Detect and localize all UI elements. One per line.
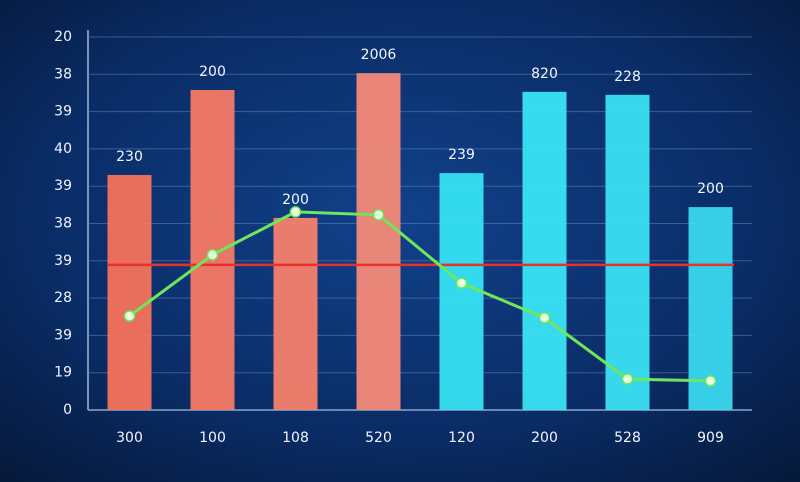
x-tick-label: 528 — [614, 430, 641, 446]
bar-annotation: 228 — [614, 69, 641, 85]
trend-point — [621, 373, 634, 385]
bar — [107, 175, 152, 410]
bar — [356, 73, 401, 410]
trend-point — [289, 206, 302, 218]
x-tick-label: 200 — [531, 430, 558, 446]
x-tick-label: 520 — [365, 430, 392, 446]
bar-annotation: 2006 — [361, 47, 397, 63]
bar-annotation: 820 — [531, 66, 558, 82]
y-tick-label: 28 — [54, 290, 72, 306]
y-tick-label: 39 — [54, 253, 72, 269]
x-tick-label: 100 — [199, 430, 226, 446]
y-tick-label: 0 — [63, 402, 72, 418]
y-tick-label: 39 — [54, 327, 72, 343]
trend-point — [538, 312, 551, 324]
bar-annotation: 230 — [116, 149, 143, 165]
bar-annotation: 200 — [199, 64, 226, 80]
trend-point — [123, 310, 136, 322]
y-tick-label: 20 — [54, 29, 72, 45]
y-tick-label: 38 — [54, 66, 72, 82]
x-tick-label: 120 — [448, 430, 475, 446]
x-tick-label: 108 — [282, 430, 309, 446]
bar-annotation: 200 — [697, 181, 724, 197]
trend-point — [704, 375, 717, 387]
y-tick-label: 39 — [54, 178, 72, 194]
y-tick-label: 40 — [54, 141, 72, 157]
y-tick-label: 38 — [54, 216, 72, 232]
bar — [439, 173, 484, 410]
bar — [273, 217, 318, 410]
y-tick-label: 39 — [54, 104, 72, 120]
trend-point — [206, 249, 219, 261]
trend-point — [372, 209, 385, 221]
bar — [605, 94, 650, 410]
y-tick-label: 19 — [54, 365, 72, 381]
trend-line — [128, 210, 711, 383]
trend-point — [455, 277, 468, 289]
bar — [522, 91, 567, 411]
x-tick-label: 300 — [116, 430, 143, 446]
bar-annotation: 200 — [282, 192, 309, 208]
bar-annotation: 239 — [448, 147, 475, 163]
x-tick-label: 909 — [697, 430, 724, 446]
